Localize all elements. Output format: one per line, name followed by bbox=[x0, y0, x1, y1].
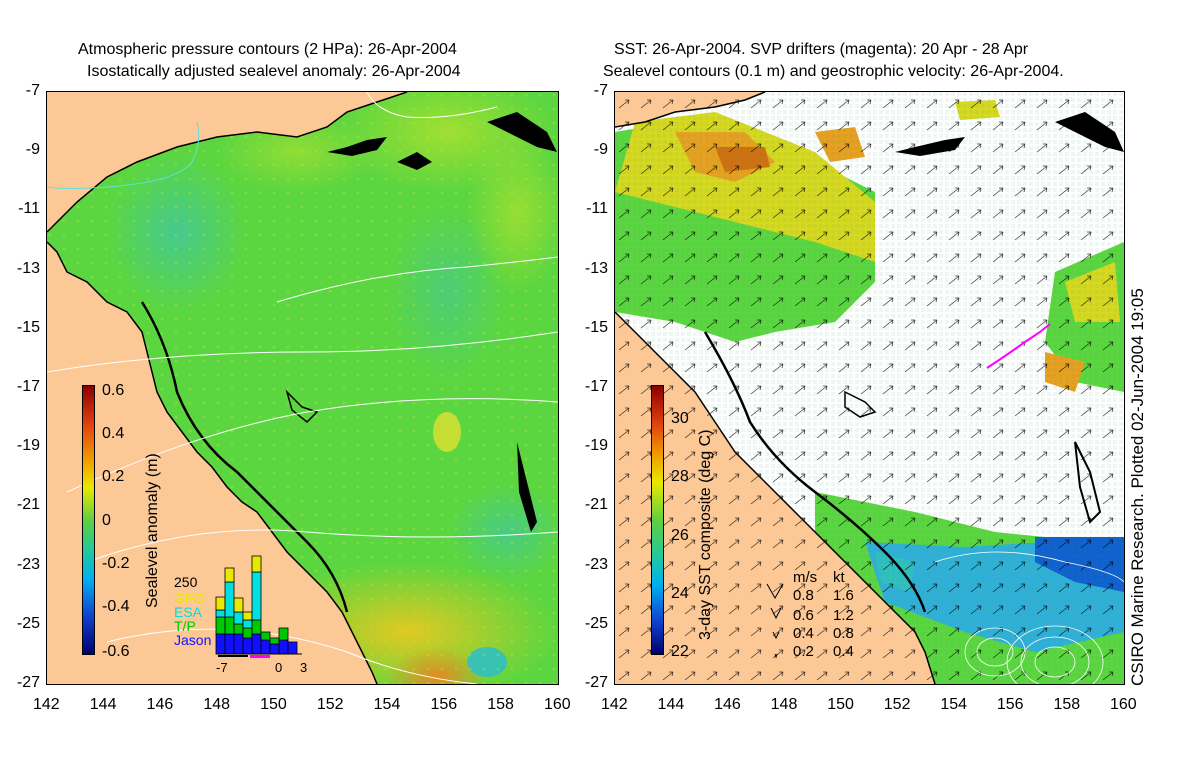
lon-tick-label: 142 bbox=[33, 696, 60, 713]
lat-tick-label: -17 bbox=[584, 378, 608, 395]
left-title-line2: Isostatically adjusted sealevel anomaly:… bbox=[87, 63, 461, 80]
lon-tick-label: 144 bbox=[657, 696, 685, 713]
lon-tick-label: 142 bbox=[601, 696, 628, 713]
lon-tick-label: 158 bbox=[487, 696, 514, 713]
sealevel-colorbar bbox=[82, 385, 95, 655]
sst-tick: 28 bbox=[671, 468, 689, 485]
lat-tick-label: -19 bbox=[584, 437, 608, 455]
lat-tick-label: -17 bbox=[16, 378, 40, 395]
lat-tick-label: -21 bbox=[584, 496, 608, 514]
histogram-legend-jason: Jason bbox=[174, 632, 212, 648]
histogram-ymax: 250 bbox=[174, 574, 198, 590]
sst-colorbar bbox=[651, 385, 664, 655]
lat-tick-label: -9 bbox=[25, 141, 40, 159]
lon-tick-label: 144 bbox=[89, 696, 117, 713]
lon-tick-label: 160 bbox=[544, 696, 571, 713]
lon-tick-label: 148 bbox=[770, 696, 798, 713]
velocity-row-kt: 0.4 bbox=[833, 643, 854, 660]
velocity-row-kt: 1.6 bbox=[833, 587, 854, 604]
lon-tick-label: 160 bbox=[1110, 696, 1137, 713]
lat-tick-label: -15 bbox=[16, 318, 40, 336]
lon-tick-label: 156 bbox=[996, 696, 1024, 713]
credit-text: CSIRO Marine Research. Plotted 02-Jun-20… bbox=[1128, 288, 1147, 686]
lon-tick-label: 152 bbox=[316, 696, 344, 713]
velocity-row-ms: 0.4 bbox=[793, 625, 814, 642]
histogram-xtick: 0 bbox=[275, 660, 283, 675]
lat-tick-label: -23 bbox=[584, 555, 608, 573]
velocity-row-ms: 0.8 bbox=[793, 587, 814, 604]
lat-tick-label: -9 bbox=[593, 141, 608, 159]
lat-tick-label: -21 bbox=[16, 496, 40, 514]
sst-colorbar-label: 3-day SST composite (deg C) bbox=[697, 429, 714, 640]
right-title-line2: Sealevel contours (0.1 m) and geostrophi… bbox=[603, 63, 1064, 80]
lon-tick-label: 148 bbox=[203, 696, 231, 713]
lon-tick-label: 156 bbox=[430, 696, 458, 713]
lon-tick-label: 158 bbox=[1053, 696, 1081, 713]
lat-tick-label: -13 bbox=[16, 259, 40, 277]
lon-tick-label: 154 bbox=[940, 696, 968, 713]
right-title-line1: SST: 26-Apr-2004. SVP drifters (magenta)… bbox=[614, 41, 1029, 58]
lat-tick-label: -11 bbox=[18, 200, 40, 218]
velocity-row-kt: 0.8 bbox=[833, 625, 854, 642]
sst-tick: 26 bbox=[671, 527, 689, 544]
lat-tick-label: -13 bbox=[584, 259, 608, 277]
histogram-legend-tp: T/P bbox=[174, 618, 196, 634]
lon-tick-label: 146 bbox=[714, 696, 741, 713]
lon-tick-label: 146 bbox=[146, 696, 174, 713]
sealevel-tick: 0.4 bbox=[102, 425, 125, 442]
sealevel-tick: -0.2 bbox=[102, 555, 130, 572]
lat-tick-label: -25 bbox=[16, 614, 40, 632]
lat-tick-label: -19 bbox=[16, 437, 40, 455]
velocity-legend: m/s kt 0.8 1.6 0.6 1.2 0.4 0.8 0.2 0.4 bbox=[765, 570, 885, 660]
sealevel-colorbar-label: Sealevel anomaly (m) bbox=[144, 453, 161, 608]
sealevel-tick: 0 bbox=[102, 512, 111, 529]
altimeter-histogram: 250 GFO ESA T/P Jason bbox=[172, 552, 307, 682]
lat-tick-label: -27 bbox=[16, 674, 40, 691]
velocity-header-ms: m/s bbox=[793, 569, 818, 586]
left-title-line1: Atmospheric pressure contours (2 HPa): 2… bbox=[78, 41, 457, 58]
lat-tick-label: -23 bbox=[16, 555, 40, 573]
velocity-row-ms: 0.6 bbox=[793, 607, 814, 624]
histogram-legend-gfo: GFO bbox=[174, 590, 205, 606]
histogram-legend-esa: ESA bbox=[174, 604, 203, 620]
sst-velocity-map bbox=[614, 91, 1125, 685]
lon-tick-label: 154 bbox=[373, 696, 401, 713]
velocity-row-ms: 0.2 bbox=[793, 643, 814, 660]
histogram-xtick: -7 bbox=[216, 660, 228, 675]
lon-tick-label: 150 bbox=[260, 696, 287, 713]
velocity-row-kt: 1.2 bbox=[833, 607, 854, 624]
histogram-xtick: 3 bbox=[300, 660, 308, 675]
lon-tick-label: 152 bbox=[883, 696, 911, 713]
lat-tick-label: -25 bbox=[584, 614, 608, 632]
sst-tick: 24 bbox=[671, 585, 689, 602]
lon-tick-label: 150 bbox=[827, 696, 854, 713]
sealevel-tick: 0.6 bbox=[102, 382, 125, 399]
sealevel-tick: 0.2 bbox=[102, 468, 125, 485]
lat-tick-label: -27 bbox=[584, 674, 608, 691]
lat-tick-label: -15 bbox=[584, 318, 608, 336]
sealevel-anomaly-map bbox=[46, 91, 559, 685]
sealevel-tick: -0.4 bbox=[102, 598, 130, 615]
sst-tick: 30 bbox=[671, 410, 689, 427]
sealevel-tick: -0.6 bbox=[102, 643, 130, 660]
lat-tick-label: -11 bbox=[586, 200, 608, 218]
sst-tick: 22 bbox=[671, 643, 689, 660]
lat-tick-label: -7 bbox=[25, 82, 40, 99]
lat-tick-label: -7 bbox=[593, 82, 608, 99]
velocity-header-kt: kt bbox=[833, 569, 845, 586]
